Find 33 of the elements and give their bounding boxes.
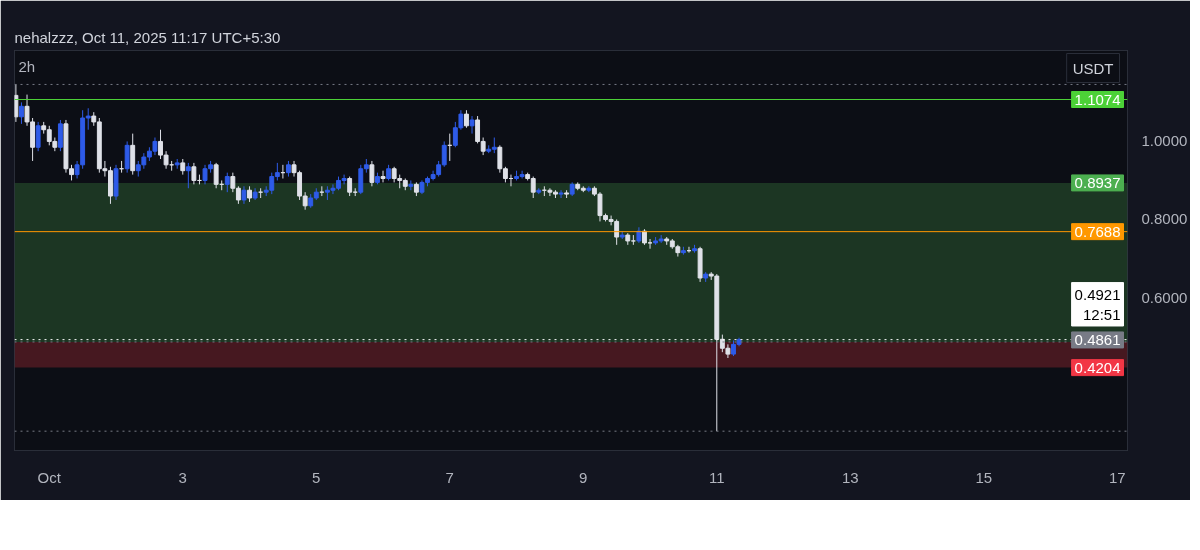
x-tick-label: 17 — [1108, 468, 1126, 486]
y-tick-label: 0.6000 — [1141, 288, 1188, 306]
candlestick — [347, 176, 353, 197]
ref-line-label: 0.4861 — [1074, 330, 1121, 348]
x-tick-label: 15 — [975, 468, 993, 486]
x-tick-label: 3 — [178, 468, 187, 486]
candlestick — [369, 160, 375, 187]
ref-line-label: 0.7688 — [1074, 222, 1121, 240]
y-axis-title: USDT — [1072, 59, 1114, 77]
candlestick — [469, 115, 475, 135]
candlestick — [191, 162, 197, 185]
candlestick — [57, 119, 63, 152]
candlestick — [35, 121, 41, 152]
x-tick-label: 11 — [709, 468, 725, 486]
y-tick-label: 1.0000 — [1141, 132, 1188, 150]
band-label: 0.4204 — [1074, 358, 1121, 376]
ref-line-label: 1.1074 — [1074, 90, 1121, 108]
candlestick — [185, 162, 191, 189]
ref-line-label: 0.4921 12:51 — [1074, 285, 1121, 323]
x-tick-label: 9 — [579, 468, 588, 486]
candlestick — [558, 189, 564, 199]
x-tick-label: 7 — [445, 468, 454, 486]
x-tick-label: Oct — [37, 468, 62, 486]
candlestick — [124, 140, 130, 174]
x-tick-label: 5 — [312, 468, 321, 486]
x-tick-label: 13 — [841, 468, 859, 486]
y-tick-label: 0.8000 — [1141, 210, 1188, 228]
text: 2h — [18, 57, 36, 75]
band-label: 0.8937 — [1074, 173, 1121, 191]
candlestick — [224, 172, 230, 193]
candlestick — [380, 170, 386, 183]
chart-title: nehalzzz, Oct 11, 2025 11:17 UTC+5:30 — [14, 28, 281, 46]
candlestick — [19, 101, 24, 125]
